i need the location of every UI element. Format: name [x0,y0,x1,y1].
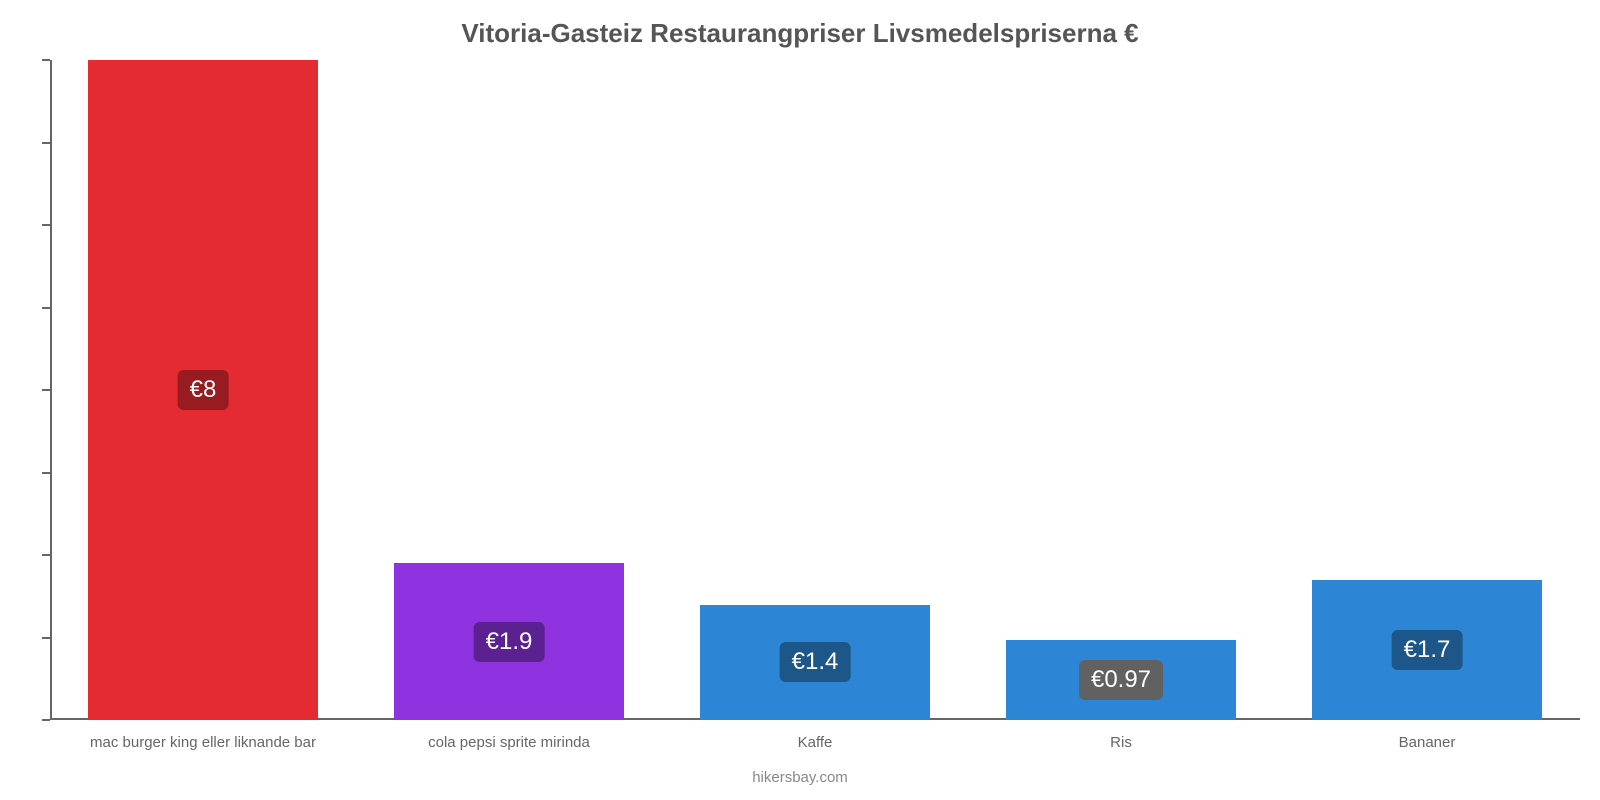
chart-title: Vitoria-Gasteiz Restaurangpriser Livsmed… [0,0,1600,49]
y-tick-mark [42,472,50,474]
value-badge: €8 [178,370,229,410]
x-category-label: Kaffe [798,734,833,751]
y-tick-mark [42,637,50,639]
y-tick-label: 0 [0,710,38,730]
price-bar-chart: Vitoria-Gasteiz Restaurangpriser Livsmed… [0,0,1600,800]
x-category-label: Ris [1110,734,1132,751]
y-tick-mark [42,554,50,556]
y-tick-label: 3 [0,463,38,483]
y-tick-label: 1 [0,628,38,648]
y-tick-label: 2 [0,545,38,565]
y-tick-label: 7 [0,133,38,153]
y-tick-mark [42,224,50,226]
y-tick-label: 5 [0,298,38,318]
y-tick-label: 8 [0,50,38,70]
y-tick-label: 6 [0,215,38,235]
y-tick-mark [42,719,50,721]
value-badge: €1.4 [780,642,851,682]
x-category-label: cola pepsi sprite mirinda [428,734,590,751]
y-axis-line [50,60,52,720]
value-badge: €1.9 [474,622,545,662]
y-tick-mark [42,389,50,391]
value-badge: €0.97 [1079,660,1163,700]
y-tick-mark [42,307,50,309]
y-tick-label: 4 [0,380,38,400]
x-category-label: Bananer [1399,734,1456,751]
chart-footer: hikersbay.com [752,769,848,786]
y-tick-mark [42,142,50,144]
y-tick-mark [42,59,50,61]
plot-area: 012345678€8mac burger king eller liknand… [50,60,1580,720]
value-badge: €1.7 [1392,630,1463,670]
x-category-label: mac burger king eller liknande bar [90,734,316,751]
